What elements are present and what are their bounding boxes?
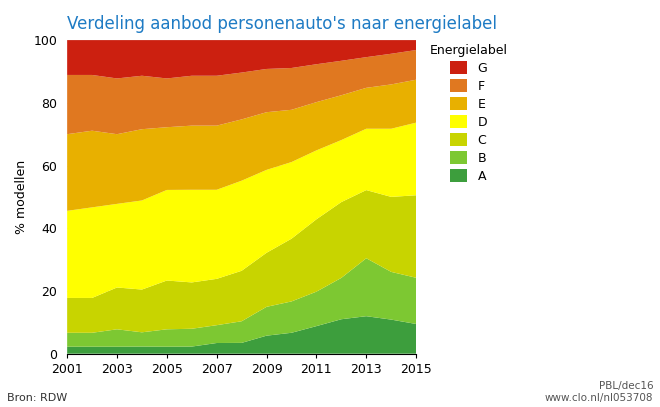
- Legend: G, F, E, D, C, B, A: G, F, E, D, C, B, A: [426, 40, 512, 186]
- Y-axis label: % modellen: % modellen: [15, 160, 28, 234]
- Text: Bron: RDW: Bron: RDW: [7, 393, 67, 403]
- Text: PBL/dec16
www.clo.nl/nl053708: PBL/dec16 www.clo.nl/nl053708: [545, 381, 653, 403]
- Text: Verdeling aanbod personenauto's naar energielabel: Verdeling aanbod personenauto's naar ene…: [67, 15, 497, 33]
